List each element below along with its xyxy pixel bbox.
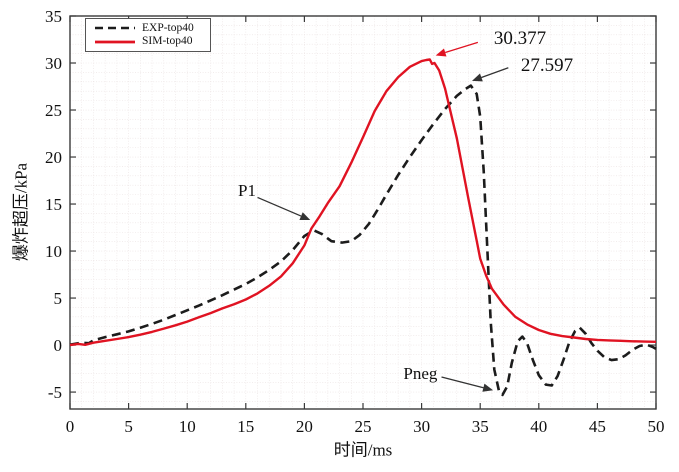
legend-label-exp: EXP-top40 [142, 21, 194, 34]
y-axis-title: 爆炸超压/kPa [11, 162, 31, 262]
annotation-arrow-head-2 [299, 212, 311, 221]
y-tick-label: 25 [45, 101, 62, 120]
y-tick-label: 20 [45, 148, 62, 167]
annotation-arrow-line-2 [257, 196, 302, 217]
x-axis-title: 时间/ms [333, 440, 393, 460]
annotation-arrow-head-0 [435, 48, 447, 57]
annotation-arrow-line-3 [441, 376, 484, 389]
legend-item-sim: SIM-top40 [86, 35, 210, 48]
x-tick-label: 50 [648, 417, 665, 436]
x-tick-label: 5 [124, 417, 133, 436]
x-tick-label: 35 [472, 417, 489, 436]
x-tick-label: 0 [66, 417, 75, 436]
annotation-arrow-head-3 [482, 383, 494, 392]
legend-box: EXP-top40 SIM-top40 [85, 18, 211, 52]
legend-item-exp: EXP-top40 [86, 22, 210, 35]
x-tick-label: 40 [530, 417, 547, 436]
x-tick-label: 15 [237, 417, 254, 436]
legend-label-sim: SIM-top40 [142, 35, 193, 48]
series-line-exp-top40 [69, 84, 657, 397]
y-tick-label: 35 [45, 7, 62, 26]
x-tick-label: 20 [296, 417, 313, 436]
annotation-p1: P1 [237, 180, 256, 200]
annotation-pneg: Pneg [403, 364, 438, 384]
x-tick-label: 25 [355, 417, 372, 436]
y-tick-label: -5 [48, 383, 62, 402]
y-tick-label: 30 [45, 54, 62, 73]
y-tick-label: 5 [54, 289, 63, 308]
y-tick-label: 0 [54, 336, 63, 355]
annotation-arrow-line-0 [445, 41, 479, 54]
annotation-exp-peak-value: 27.597 [520, 54, 574, 76]
x-tick-label: 45 [589, 417, 606, 436]
annotation-sim-peak-value: 30.377 [493, 27, 547, 49]
legend-line-exp-sample [95, 26, 135, 30]
annotation-arrow-head-1 [471, 73, 483, 82]
y-tick-label: 10 [45, 242, 62, 261]
annotation-arrow-line-1 [481, 67, 509, 79]
x-tick-label: 30 [413, 417, 430, 436]
y-tick-label: 15 [45, 195, 62, 214]
x-tick-label: 10 [179, 417, 196, 436]
series-line-sim-top40 [69, 58, 657, 347]
legend-line-sim-sample [95, 40, 135, 44]
